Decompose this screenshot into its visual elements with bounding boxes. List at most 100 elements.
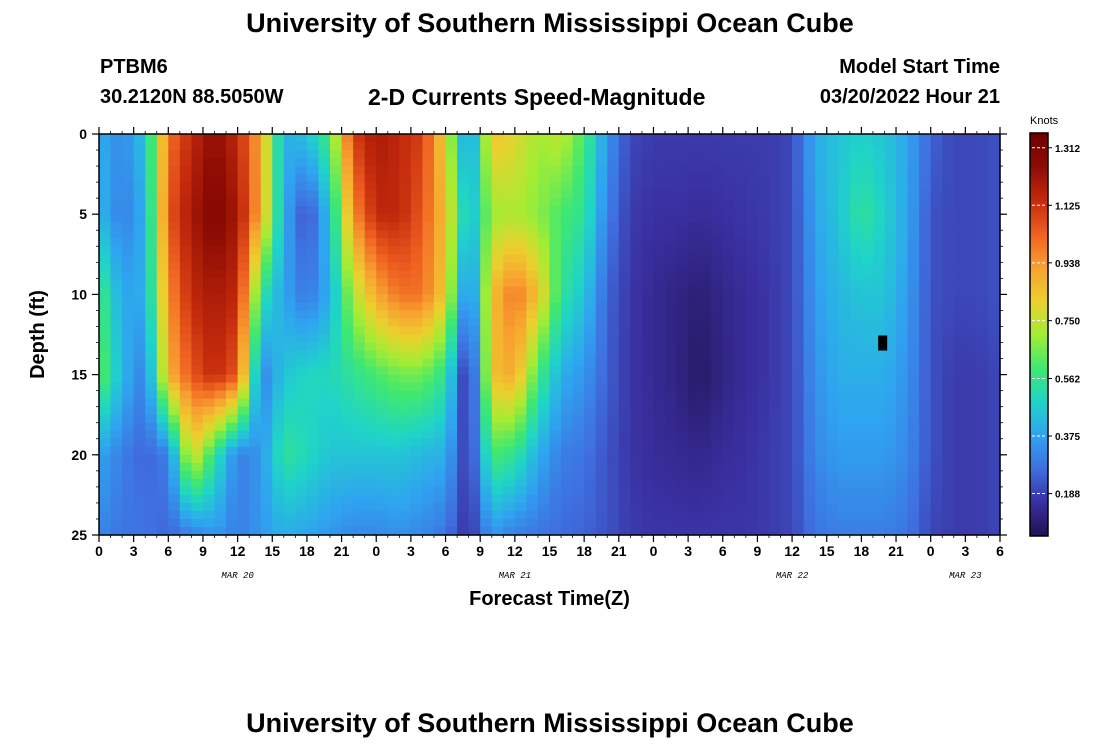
heatmap-cell [607, 454, 620, 464]
heatmap-cell [295, 190, 308, 199]
y-tick-label: 5 [79, 206, 87, 222]
heatmap-cell [179, 502, 193, 512]
heatmap-cell [376, 198, 389, 207]
heatmap-cell [734, 350, 747, 360]
heatmap-cell [468, 246, 481, 255]
heatmap-cell [295, 158, 308, 167]
heatmap-cell [618, 502, 631, 512]
heatmap-cell [330, 334, 343, 344]
heatmap-cell [549, 302, 562, 312]
heatmap-cell [341, 206, 354, 215]
heatmap-cell [99, 374, 112, 384]
heatmap-cell [653, 318, 666, 328]
heatmap-cell [468, 214, 481, 223]
heatmap-cell [988, 278, 1001, 287]
heatmap-cell [295, 318, 308, 328]
heatmap-cell [295, 342, 308, 352]
heatmap-cell [630, 430, 643, 440]
heatmap-cell [133, 414, 146, 424]
heatmap-cell [757, 518, 770, 528]
heatmap-cell [306, 382, 320, 392]
heatmap-cell [341, 262, 354, 271]
heatmap-cell [757, 318, 770, 328]
heatmap-cell [433, 494, 447, 504]
heatmap-cell [295, 470, 308, 480]
heatmap-cell [110, 342, 123, 352]
heatmap-cell [872, 366, 886, 376]
heatmap-cell [214, 206, 227, 215]
heatmap-cell [537, 390, 551, 400]
heatmap-cell [480, 502, 493, 512]
heatmap-cell [249, 246, 262, 255]
heatmap-cell [283, 222, 296, 231]
heatmap-cell [838, 270, 851, 279]
heatmap-cell [226, 454, 239, 464]
heatmap-cell [653, 182, 666, 191]
heatmap-cell [457, 470, 470, 480]
heatmap-cell [561, 470, 574, 480]
heatmap-cell [410, 478, 424, 488]
heatmap-cell [410, 390, 424, 400]
heatmap-cell [306, 262, 320, 271]
heatmap-cell [896, 494, 909, 504]
heatmap-cell [387, 526, 400, 536]
heatmap-cell [387, 350, 400, 360]
heatmap-cell [815, 206, 828, 215]
heatmap-cell [953, 478, 966, 488]
heatmap-cell [930, 430, 943, 440]
heatmap-cell [422, 430, 435, 440]
heatmap-cell [191, 406, 204, 416]
heatmap-cell [272, 294, 285, 304]
heatmap-cell [214, 430, 227, 440]
heatmap-cell [526, 486, 539, 496]
heatmap-cell [272, 430, 285, 440]
heatmap-cell [179, 142, 193, 151]
heatmap-cell [145, 262, 158, 271]
heatmap-cell [595, 382, 608, 392]
heatmap-cell [780, 238, 793, 247]
heatmap-cell [665, 438, 678, 448]
heatmap-cell [780, 438, 793, 448]
heatmap-cell [237, 318, 250, 328]
heatmap-cell [734, 414, 747, 424]
heatmap-cell [514, 230, 527, 239]
heatmap-cell [861, 494, 874, 504]
heatmap-cell [457, 334, 470, 344]
heatmap-cell [838, 358, 851, 368]
heatmap-cell [930, 150, 943, 159]
heatmap-cell [838, 350, 851, 360]
heatmap-min-marker [878, 335, 888, 351]
heatmap-cell [156, 302, 169, 312]
heatmap-cell [433, 398, 447, 408]
heatmap-cell [549, 150, 562, 159]
heatmap-cell [133, 350, 146, 360]
heatmap-cell [295, 278, 308, 287]
heatmap-cell [191, 150, 204, 159]
heatmap-cell [156, 262, 169, 271]
heatmap-cell [780, 414, 793, 424]
heatmap-cell [537, 166, 551, 175]
heatmap-cell [699, 142, 712, 151]
heatmap-cell [156, 342, 169, 352]
heatmap-cell [630, 198, 643, 207]
heatmap-cell [884, 486, 897, 496]
heatmap-cell [584, 406, 597, 416]
heatmap-cell [110, 382, 123, 392]
heatmap-cell [953, 350, 966, 360]
heatmap-cell [353, 470, 366, 480]
heatmap-cell [838, 414, 851, 424]
heatmap-cell [803, 366, 816, 376]
heatmap-cell [803, 462, 816, 472]
heatmap-cell [433, 158, 447, 167]
heatmap-cell [122, 342, 135, 352]
heatmap-cell [907, 374, 920, 384]
heatmap-cell [295, 366, 308, 376]
heatmap-cell [988, 158, 1001, 167]
heatmap-cell [653, 206, 666, 215]
heatmap-cell [422, 158, 435, 167]
heatmap-cell [260, 262, 273, 271]
heatmap-cell [330, 294, 343, 304]
heatmap-cell [976, 214, 990, 223]
heatmap-cell [838, 342, 851, 352]
heatmap-cell [838, 222, 851, 231]
